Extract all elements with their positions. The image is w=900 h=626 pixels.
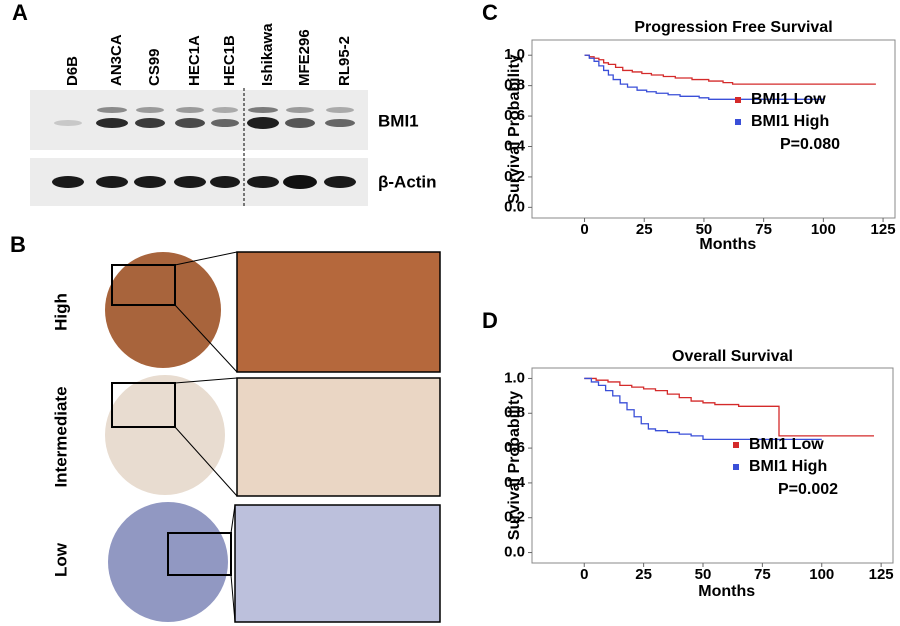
legend-label: BMI1 Low: [749, 436, 824, 453]
y-tick-label: 0.6: [504, 107, 525, 124]
y-tick-label: 0.4: [504, 137, 526, 154]
y-axis-label: Survival Probability: [506, 54, 523, 203]
plot-frame: [531, 367, 894, 564]
legend-label: BMI1 High: [751, 113, 829, 130]
lane-label: RL95-2: [336, 36, 353, 86]
blot-label: BMI1: [378, 111, 419, 130]
legend-label: BMI1 High: [749, 458, 827, 475]
x-axis-label: Months: [699, 236, 756, 253]
chart-title: Progression Free Survival: [634, 19, 832, 36]
x-axis-label: Months: [698, 583, 755, 600]
x-tick-label: 25: [636, 221, 653, 238]
y-tick-label: 0.4: [504, 474, 526, 491]
lane-label: HEC1A: [186, 35, 203, 86]
ihc-intermediate: [105, 375, 441, 497]
x-tick-label: 75: [755, 221, 772, 238]
y-tick-label: 0.8: [504, 404, 525, 421]
survival-curve: [584, 377, 874, 437]
y-tick-label: 0.8: [504, 77, 525, 94]
x-tick-label: 125: [871, 221, 896, 238]
x-tick-label: 25: [635, 566, 652, 583]
x-tick-label: 100: [809, 566, 834, 583]
ihc-low: [108, 502, 441, 623]
x-tick-label: 100: [811, 221, 836, 238]
y-tick-label: 0.0: [504, 198, 525, 215]
ihc-high: [105, 251, 441, 373]
lane-label: CS99: [146, 48, 163, 86]
x-tick-label: 0: [580, 221, 588, 238]
y-tick-label: 0.6: [504, 439, 525, 456]
x-tick-label: 50: [696, 221, 713, 238]
lane-label: Ishikawa: [259, 23, 276, 86]
legend-swatch: [733, 464, 739, 470]
panel-label: A: [12, 0, 28, 25]
chart-title: Overall Survival: [672, 348, 793, 365]
blot-label: β-Actin: [378, 172, 437, 191]
plot-frame: [531, 39, 896, 219]
row-label: Low: [51, 542, 70, 577]
panel-label: B: [10, 232, 26, 257]
lane-label: MFE296: [296, 29, 313, 86]
lane-labels: D6B AN3CA CS99 HEC1A HEC1B Ishikawa MFE296 RL95…: [64, 23, 353, 86]
lane-label: HEC1B: [221, 35, 238, 86]
p-value: P=0.002: [778, 481, 838, 498]
y-axis-label: Survival Probability: [506, 391, 523, 540]
x-tick-label: 0: [580, 566, 588, 583]
lane-label: D6B: [64, 56, 81, 86]
row-label: High: [51, 293, 70, 331]
legend-label: BMI1 Low: [751, 91, 826, 108]
legend-swatch: [735, 97, 741, 103]
survival-curve: [584, 54, 824, 100]
y-tick-label: 0.2: [504, 509, 525, 526]
panel-label: D: [482, 308, 498, 333]
y-tick-label: 1.0: [504, 46, 525, 63]
row-label: Intermediate: [51, 386, 70, 487]
p-value: P=0.080: [780, 136, 840, 153]
x-tick-label: 50: [695, 566, 712, 583]
y-tick-label: 0.0: [504, 544, 525, 561]
lane-label: AN3CA: [108, 34, 125, 86]
panel-label: C: [482, 0, 498, 25]
y-tick-label: 1.0: [504, 369, 525, 386]
legend-swatch: [733, 442, 739, 448]
survival-curve: [584, 377, 822, 441]
survival-curve: [584, 54, 876, 85]
blot-bmi1: [30, 90, 368, 150]
y-tick-label: 0.2: [504, 168, 525, 185]
x-tick-label: 75: [754, 566, 771, 583]
blot-actin: [30, 158, 368, 206]
legend-swatch: [735, 119, 741, 125]
x-tick-label: 125: [869, 566, 894, 583]
